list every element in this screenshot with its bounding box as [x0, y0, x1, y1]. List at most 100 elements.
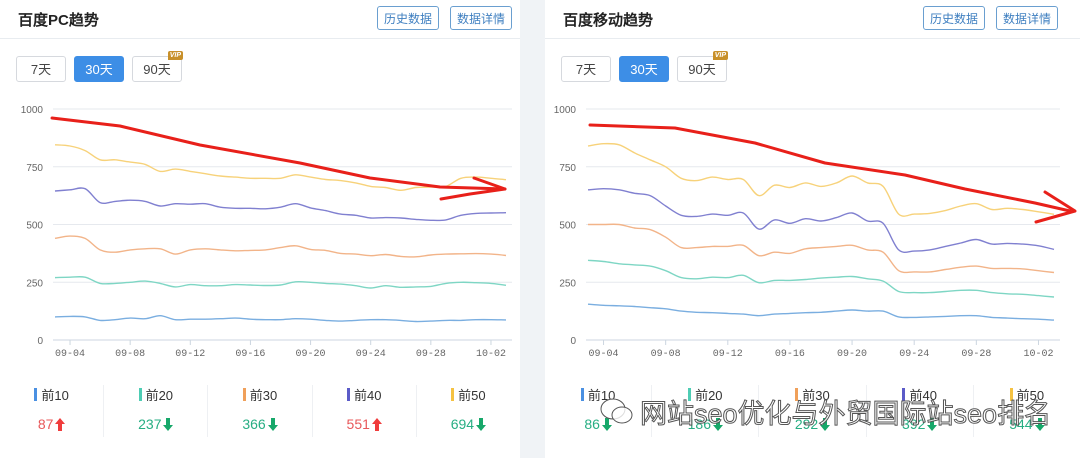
- panel-header: 百度PC趋势 历史数据 数据详情: [0, 0, 520, 39]
- legend-value: 392: [902, 416, 938, 432]
- panel-header: 百度移动趋势 历史数据 数据详情: [545, 0, 1080, 39]
- svg-text:10-02: 10-02: [476, 349, 506, 360]
- pc-legend: 前10 87 前20 237 前30 366 前40 551 前50 694: [0, 385, 520, 437]
- range-7d-button[interactable]: 7天: [561, 56, 611, 82]
- legend-item[interactable]: 前10 86: [545, 385, 653, 437]
- arrow-down-icon: [163, 417, 174, 431]
- legend-label: 前50: [1009, 385, 1045, 404]
- svg-text:1000: 1000: [21, 105, 44, 116]
- legend-label: 前20: [138, 385, 174, 404]
- legend-value: 544: [1009, 416, 1045, 432]
- range-30d-button[interactable]: 30天: [619, 56, 669, 82]
- svg-text:0: 0: [570, 336, 576, 347]
- legend-item[interactable]: 前50 694: [417, 385, 520, 437]
- range-90d-label: 90天: [688, 62, 716, 77]
- arrow-up-icon: [371, 417, 382, 431]
- legend-name: 前40: [353, 388, 382, 403]
- mobile-trend-line-chart: 0 250 500 750 1000 09-04 09-08 09-12 09-16 09-20 0…: [554, 105, 1077, 360]
- wechat-watermark: 网站seo优化与外贸国际站seo排名: [600, 392, 1052, 431]
- range-selector: 7天 30天 90天 VIP: [561, 51, 728, 82]
- mobile-legend: 前10 86 前20 186 前30 292 前40 392 前50 544: [545, 385, 1080, 437]
- legend-label: 前10: [34, 385, 69, 404]
- legend-value: 237: [138, 416, 174, 432]
- legend-color-bar: [1009, 388, 1013, 401]
- watermark-text: 网站seo优化与外贸国际站seo排名: [639, 399, 1052, 430]
- legend-color-bar: [138, 388, 142, 401]
- legend-item[interactable]: 前30 366: [208, 385, 313, 437]
- legend-color-bar: [242, 388, 246, 401]
- data-details-button[interactable]: 数据详情: [996, 6, 1059, 30]
- range-7d-button[interactable]: 7天: [16, 56, 66, 82]
- svg-text:09-16: 09-16: [775, 349, 805, 360]
- svg-text:09-24: 09-24: [356, 349, 386, 360]
- history-data-button[interactable]: 历史数据: [377, 6, 440, 30]
- legend-item[interactable]: 前10 87: [0, 385, 105, 437]
- legend-name: 前50: [458, 388, 486, 403]
- legend-color-bar: [34, 388, 38, 401]
- legend-color-bar: [688, 388, 692, 401]
- legend-label: 前40: [346, 385, 382, 404]
- pc-trend-line-chart: 0 250 500 750 1000 09-04 09-08 09-12 09-16 09-20 0…: [21, 105, 512, 360]
- legend-value: 186: [688, 416, 723, 432]
- baidu-mobile-trend-panel: 百度移动趋势 历史数据 数据详情 7天 30天 90天 VIP 0 250 500 75…: [545, 0, 1080, 458]
- arrow-down-icon: [712, 417, 723, 431]
- svg-text:09-08: 09-08: [651, 349, 681, 360]
- svg-text:09-16: 09-16: [235, 349, 265, 360]
- svg-text:09-04: 09-04: [589, 349, 619, 360]
- legend-value: 366: [242, 416, 278, 432]
- range-selector: 7天 30天 90天 VIP: [16, 51, 183, 82]
- legend-color-bar: [795, 388, 799, 401]
- vip-badge: VIP: [167, 51, 183, 60]
- legend-color-bar: [902, 388, 906, 401]
- legend-value: 694: [451, 416, 487, 432]
- range-90d-label: 90天: [143, 62, 171, 77]
- wechat-icon: [600, 398, 633, 423]
- legend-name: 前50: [1016, 388, 1045, 403]
- data-details-button[interactable]: 数据详情: [450, 6, 513, 30]
- legend-value: 551: [347, 416, 382, 432]
- svg-text:09-12: 09-12: [175, 349, 205, 360]
- legend-value: 87: [38, 416, 66, 432]
- legend-label: 前30: [795, 385, 830, 404]
- range-30d-button[interactable]: 30天: [74, 56, 124, 82]
- arrow-down-icon: [267, 417, 278, 431]
- legend-item[interactable]: 前50 544: [974, 385, 1080, 437]
- arrow-down-icon: [476, 417, 487, 431]
- legend-item[interactable]: 前20 237: [104, 385, 209, 437]
- svg-text:09-20: 09-20: [296, 349, 326, 360]
- arrow-down-icon: [927, 417, 938, 431]
- legend-name: 前30: [802, 388, 830, 403]
- svg-text:750: 750: [26, 163, 43, 174]
- legend-name: 前20: [145, 388, 174, 403]
- legend-name: 前40: [909, 388, 937, 403]
- legend-label: 前30: [242, 385, 278, 404]
- legend-item[interactable]: 前20 186: [652, 385, 760, 437]
- panel-title: 百度PC趋势: [18, 12, 99, 29]
- legend-color-bar: [451, 388, 455, 401]
- legend-item[interactable]: 前30 292: [759, 385, 867, 437]
- history-data-button[interactable]: 历史数据: [923, 6, 986, 30]
- svg-text:250: 250: [559, 278, 576, 289]
- legend-item[interactable]: 前40 392: [867, 385, 974, 437]
- svg-text:09-08: 09-08: [115, 349, 145, 360]
- range-90d-button[interactable]: 90天 VIP: [677, 51, 728, 82]
- legend-name: 前20: [695, 388, 723, 403]
- legend-value: 292: [795, 416, 831, 432]
- legend-label: 前40: [902, 385, 937, 404]
- svg-text:09-04: 09-04: [55, 349, 85, 360]
- range-90d-button[interactable]: 90天 VIP: [132, 51, 183, 82]
- svg-text:1000: 1000: [554, 105, 577, 116]
- svg-text:250: 250: [26, 278, 43, 289]
- arrow-down-icon: [820, 417, 831, 431]
- svg-text:09-24: 09-24: [899, 349, 929, 360]
- legend-label: 前50: [451, 385, 486, 404]
- legend-item[interactable]: 前40 551: [313, 385, 417, 437]
- svg-text:09-28: 09-28: [961, 349, 991, 360]
- svg-text:500: 500: [559, 221, 576, 232]
- svg-text:0: 0: [37, 336, 43, 347]
- panel-title: 百度移动趋势: [563, 12, 654, 29]
- arrow-down-icon: [1034, 417, 1045, 431]
- legend-color-bar: [346, 388, 350, 401]
- svg-text:10-02: 10-02: [1023, 349, 1053, 360]
- legend-name: 前30: [249, 388, 278, 403]
